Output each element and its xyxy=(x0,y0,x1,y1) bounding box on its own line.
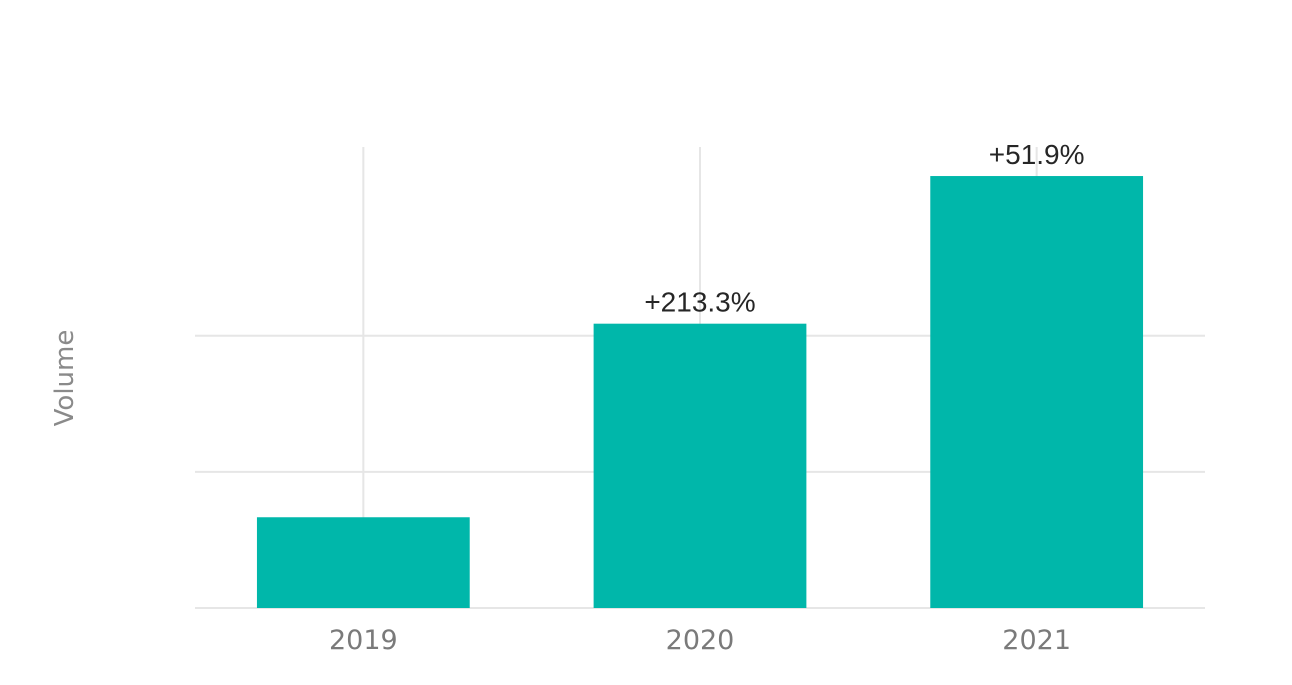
data-label-2020: +213.3% xyxy=(644,287,755,318)
bar-2021 xyxy=(930,176,1144,608)
bar-2019 xyxy=(256,517,470,608)
x-tick-label-2021: 2021 xyxy=(1002,625,1071,656)
bar-2020 xyxy=(593,323,807,608)
x-axis-ticks: 2019 2020 2021 xyxy=(329,625,1071,656)
x-tick-label-2019: 2019 xyxy=(329,625,398,656)
y-axis-title: Volume xyxy=(50,330,80,427)
data-labels: +213.3% +51.9% xyxy=(644,139,1084,318)
x-tick-label-2020: 2020 xyxy=(666,625,735,656)
bars xyxy=(256,176,1144,608)
data-label-2021: +51.9% xyxy=(989,139,1085,170)
